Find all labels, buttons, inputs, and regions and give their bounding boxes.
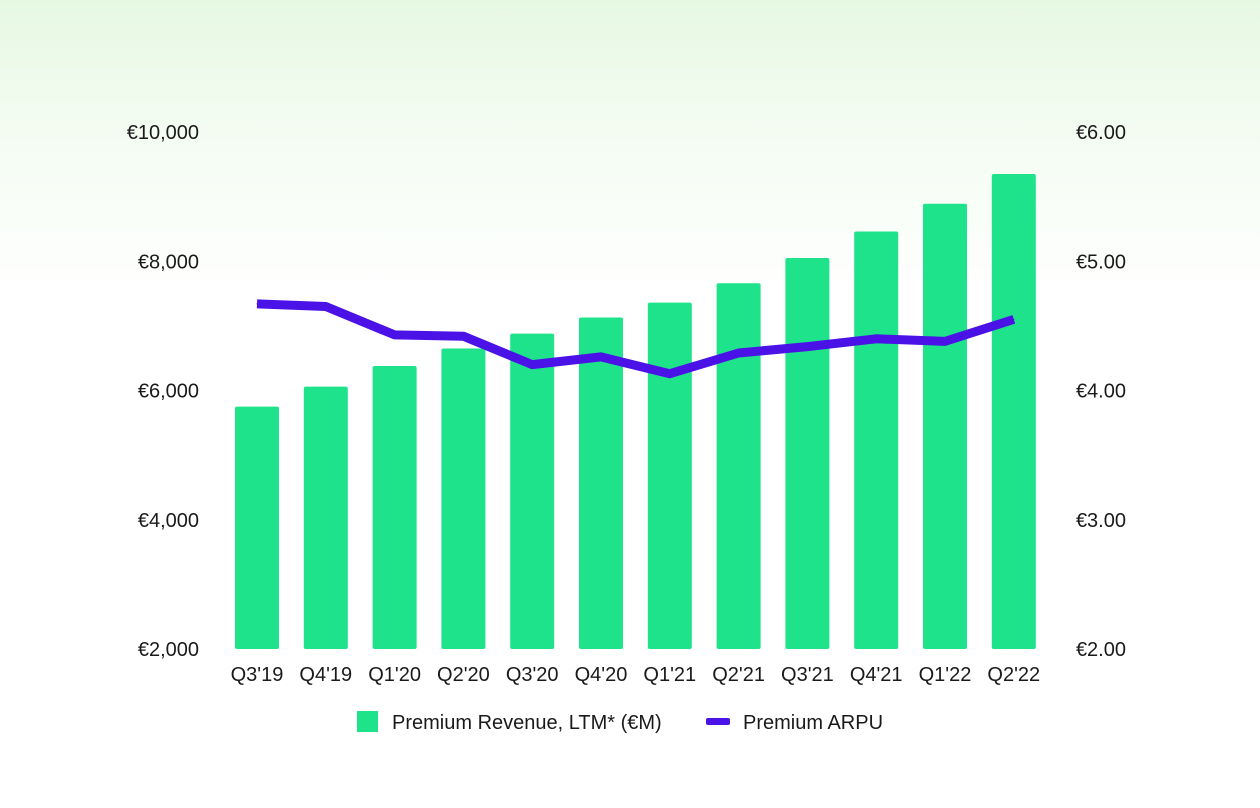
legend-revenue-label: Premium Revenue, LTM* (€M) xyxy=(392,712,662,734)
left-axis-tick-label: €4,000 xyxy=(138,510,199,532)
x-axis-tick-label: Q1'22 xyxy=(919,664,972,686)
arpu-point xyxy=(256,303,258,305)
x-axis-tick-label: Q4'21 xyxy=(850,664,903,686)
arpu-point xyxy=(325,305,327,307)
left-axis-tick-label: €10,000 xyxy=(127,122,199,144)
left-axis-tick-label: €6,000 xyxy=(138,381,199,403)
revenue-bar xyxy=(647,302,692,649)
arpu-point xyxy=(531,364,533,366)
revenue-bar xyxy=(579,317,623,649)
left-axis-tick-label: €8,000 xyxy=(138,251,199,273)
legend-arpu-swatch xyxy=(706,718,730,725)
arpu-point xyxy=(806,346,808,348)
x-axis: Q3'19 Q4'19 Q1'20 Q2'20 Q3'20 Q4'20 Q1'21 Q2'21… xyxy=(231,664,1041,686)
right-axis-tick-label: €2.00 xyxy=(1076,639,1126,661)
right-axis-tick-label: €4.00 xyxy=(1076,381,1126,403)
right-axis-tick-label: €6.00 xyxy=(1076,122,1126,144)
x-axis-tick-label: Q3'20 xyxy=(506,664,559,686)
revenue-bars xyxy=(235,174,1036,649)
x-axis-tick-label: Q1'21 xyxy=(643,664,696,686)
revenue-bar xyxy=(716,283,761,649)
right-axis-tick-label: €5.00 xyxy=(1076,251,1126,273)
x-axis-tick-label: Q2'20 xyxy=(437,664,490,686)
revenue-bar xyxy=(854,231,899,649)
x-axis-tick-label: Q4'19 xyxy=(299,664,352,686)
revenue-bar xyxy=(441,348,486,649)
arpu-point xyxy=(944,340,946,342)
revenue-bar xyxy=(510,333,555,649)
revenue-bar xyxy=(303,386,348,649)
arpu-line xyxy=(256,299,1016,379)
arpu-point xyxy=(462,335,464,337)
left-axis-tick-label: €2,000 xyxy=(138,639,199,661)
arpu-point xyxy=(1013,318,1015,320)
revenue-bar xyxy=(991,174,1036,649)
arpu-point xyxy=(394,334,396,336)
x-axis-tick-label: Q1'20 xyxy=(368,664,421,686)
x-axis-tick-label: Q4'20 xyxy=(575,664,628,686)
left-y-axis: €2,000 €4,000 €6,000 €8,000 €10,000 xyxy=(127,122,199,661)
arpu-point xyxy=(738,352,740,354)
arpu-line-layer xyxy=(256,299,1016,379)
arpu-point xyxy=(669,373,671,375)
right-axis-tick-label: €3.00 xyxy=(1076,510,1126,532)
revenue-bar xyxy=(372,365,417,649)
x-axis-tick-label: Q3'19 xyxy=(231,664,284,686)
x-axis-tick-label: Q3'21 xyxy=(781,664,834,686)
legend: Premium Revenue, LTM* (€M) Premium ARPU xyxy=(357,711,883,734)
legend-revenue-swatch xyxy=(357,711,378,732)
arpu-point xyxy=(600,356,602,358)
revenue-bar xyxy=(235,406,279,649)
right-y-axis: €2.00 €3.00 €4.00 €5.00 €6.00 xyxy=(1076,122,1126,661)
arpu-point xyxy=(875,338,877,340)
x-axis-tick-label: Q2'22 xyxy=(987,664,1040,686)
revenue-bar xyxy=(785,258,830,649)
legend-arpu-label: Premium ARPU xyxy=(743,712,883,734)
x-axis-tick-label: Q2'21 xyxy=(712,664,765,686)
revenue-bar xyxy=(923,203,967,649)
